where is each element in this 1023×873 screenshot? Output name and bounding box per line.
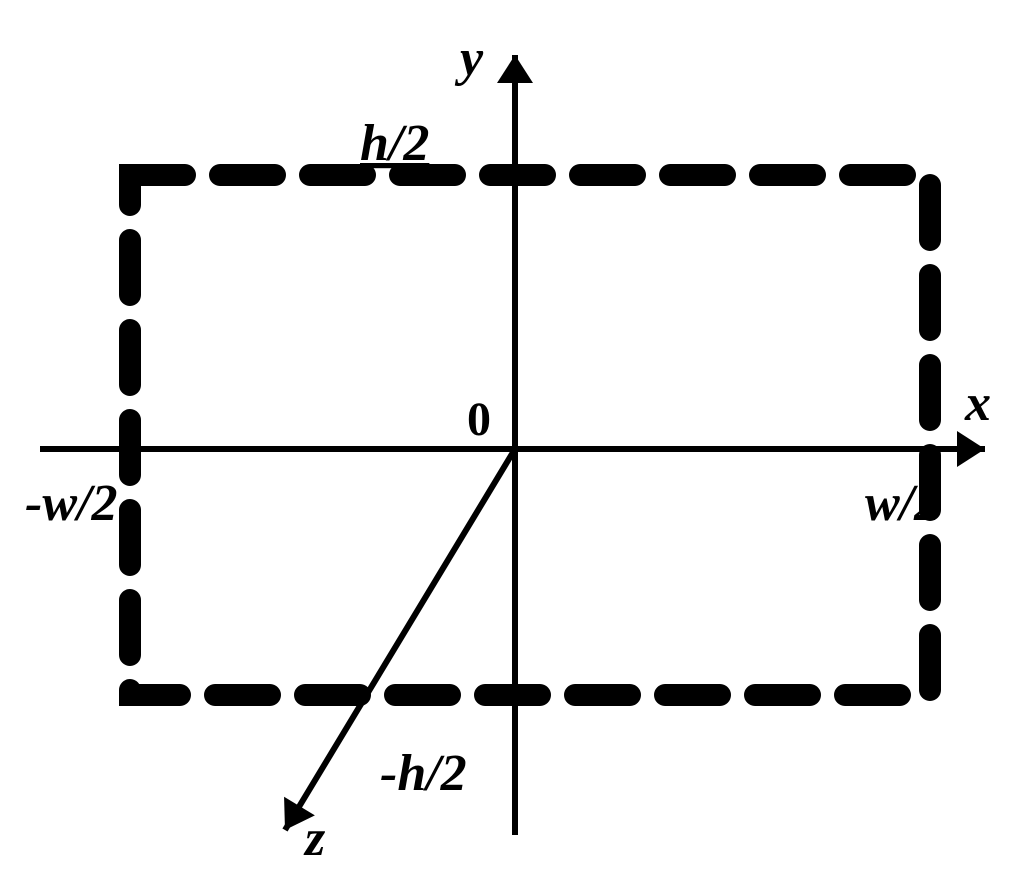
label-h-over-2-top: h/2	[360, 115, 429, 172]
y-axis-label: y	[454, 30, 484, 87]
x-axis-label: x	[964, 375, 991, 432]
label-w-over-2-right: w/2	[865, 475, 940, 532]
coordinate-diagram: 0 x y z h/2 -h/2 -w/2 w/2	[0, 0, 1023, 873]
origin-label: 0	[467, 393, 491, 446]
label-neg-w-over-2-left: -w/2	[25, 475, 117, 532]
bounding-rectangle	[130, 175, 930, 695]
z-axis-label: z	[303, 810, 326, 867]
label-neg-h-over-2-bottom: -h/2	[380, 745, 467, 802]
